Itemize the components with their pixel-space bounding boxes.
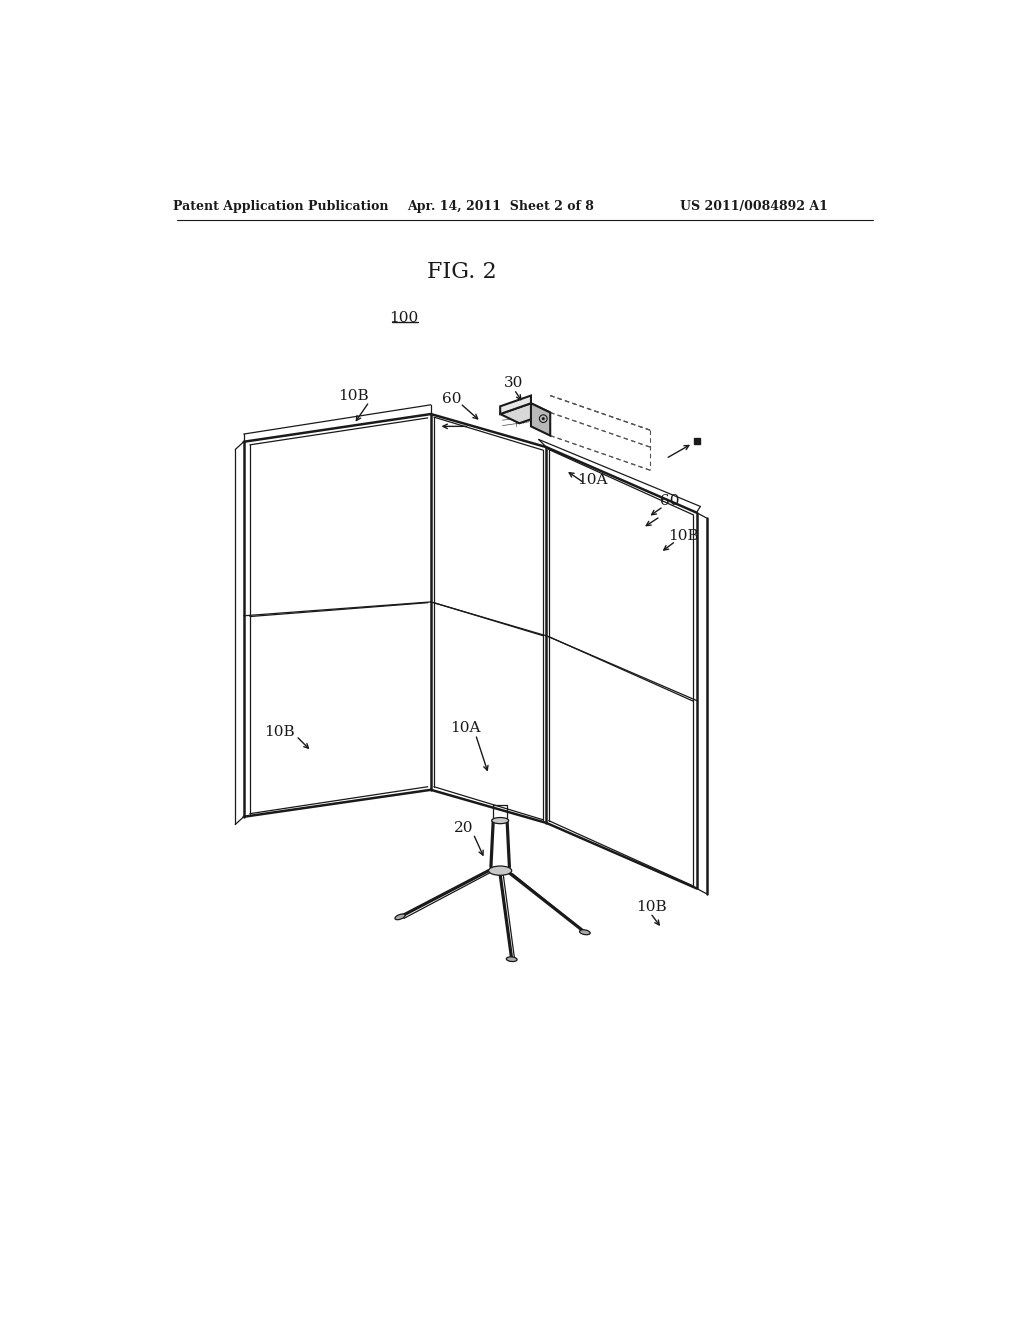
Ellipse shape: [492, 817, 509, 824]
Text: FIG. 2: FIG. 2: [427, 261, 497, 284]
Text: 60: 60: [659, 494, 679, 508]
Text: 30: 30: [505, 376, 523, 391]
Text: 10A: 10A: [451, 721, 480, 735]
Ellipse shape: [395, 913, 406, 920]
Ellipse shape: [488, 866, 512, 875]
Text: 10B: 10B: [339, 388, 370, 403]
Text: US 2011/0084892 A1: US 2011/0084892 A1: [680, 199, 828, 213]
Text: 20: 20: [455, 821, 474, 836]
Text: 10B: 10B: [668, 529, 698, 543]
Text: Apr. 14, 2011  Sheet 2 of 8: Apr. 14, 2011 Sheet 2 of 8: [407, 199, 594, 213]
Text: 10A: 10A: [578, 474, 608, 487]
Text: 10B: 10B: [264, 725, 295, 739]
Circle shape: [542, 417, 545, 420]
Ellipse shape: [506, 957, 517, 961]
Text: 100: 100: [389, 310, 419, 325]
Text: 10B: 10B: [637, 900, 668, 913]
Polygon shape: [500, 396, 531, 414]
Text: 60: 60: [442, 392, 462, 405]
Ellipse shape: [580, 929, 590, 935]
Text: Patent Application Publication: Patent Application Publication: [173, 199, 388, 213]
Polygon shape: [500, 404, 550, 424]
Polygon shape: [531, 404, 550, 436]
